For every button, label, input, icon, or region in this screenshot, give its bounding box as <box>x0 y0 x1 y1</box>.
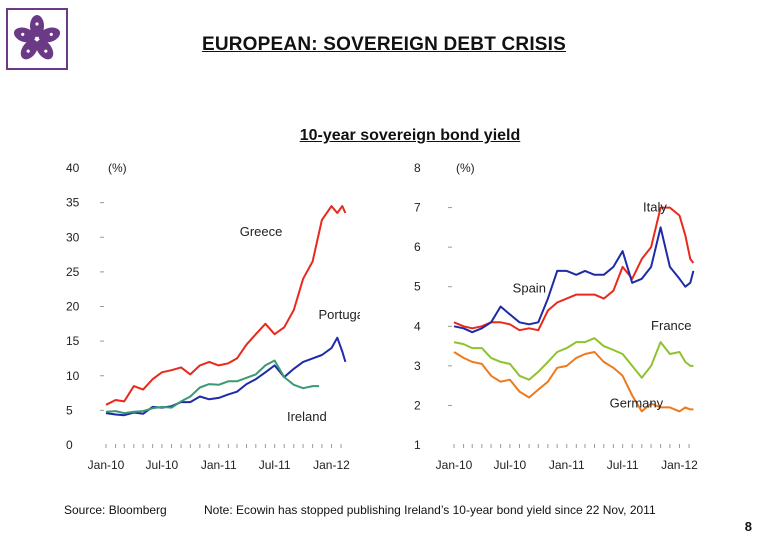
footnote: Note: Ecowin has stopped publishing Irel… <box>204 503 656 517</box>
x-tick-label: Jan-10 <box>88 458 125 472</box>
left-bond-yield-chart: 0 5 10 15 20 25 30 35 40 (%) Jan-10 Jul-10 Jan-11 Jul… <box>66 161 360 472</box>
unit-label: (%) <box>108 161 127 175</box>
y-tick-label: 7 <box>414 201 421 215</box>
x-tick-label: Jul-11 <box>607 458 639 472</box>
x-tick-label: Jan-11 <box>201 458 237 472</box>
y-tick-label: 15 <box>66 334 80 348</box>
unit-label: (%) <box>456 161 475 175</box>
chart-subtitle: 10-year sovereign bond yield <box>299 127 521 144</box>
page-title: EUROPEAN: SOVEREIGN DEBT CRISIS <box>201 34 567 55</box>
bauhinia-flower-logo-icon <box>6 8 68 70</box>
x-tick-label: Jul-10 <box>146 458 179 472</box>
y-tick-label: 0 <box>66 438 73 452</box>
right-bond-yield-chart: 1 2 3 4 5 6 7 8 (%) Jan-10 Jul-10 Jan-11 Jul-11 Jan-1… <box>414 161 698 472</box>
series-line-spain <box>453 226 695 334</box>
y-tick-label: 20 <box>66 300 80 314</box>
y-tick-label: 25 <box>66 265 80 279</box>
series-line-italy <box>453 206 695 332</box>
series-label-italy: Italy <box>643 200 667 215</box>
y-tick-label: 2 <box>414 398 421 412</box>
y-tick-label: 4 <box>414 319 421 333</box>
series-label-france: France <box>651 318 691 333</box>
x-tick-label: Jul-11 <box>259 458 291 472</box>
series-line-portugal <box>105 336 347 417</box>
series-line-germany <box>453 351 694 413</box>
series-line-greece <box>105 205 347 406</box>
series-label-spain: Spain <box>513 281 546 296</box>
y-tick-label: 5 <box>66 403 73 417</box>
x-tick-label: Jan-12 <box>313 458 350 472</box>
y-tick-label: 40 <box>66 161 80 175</box>
y-tick-label: 30 <box>66 230 80 244</box>
series-label-ireland: Ireland <box>287 409 327 424</box>
y-tick-label: 10 <box>66 369 80 383</box>
page-number: 8 <box>744 519 752 534</box>
x-tick-label: Jan-12 <box>661 458 698 472</box>
series-label-greece: Greece <box>240 224 283 239</box>
y-tick-label: 3 <box>414 359 421 373</box>
y-tick-label: 5 <box>414 280 421 294</box>
series-label-portugal: Portugal <box>318 307 360 322</box>
x-tick-label: Jul-10 <box>494 458 527 472</box>
y-tick-label: 8 <box>414 161 421 175</box>
x-tick-label: Jan-11 <box>549 458 585 472</box>
source-note: Source: Bloomberg <box>64 503 167 517</box>
y-tick-label: 1 <box>414 438 421 452</box>
x-tick-label: Jan-10 <box>436 458 473 472</box>
series-label-germany: Germany <box>610 395 664 410</box>
y-tick-label: 35 <box>66 196 80 210</box>
series-line-france <box>453 337 694 381</box>
series-line-ireland <box>105 359 320 415</box>
y-tick-label: 6 <box>414 240 421 254</box>
